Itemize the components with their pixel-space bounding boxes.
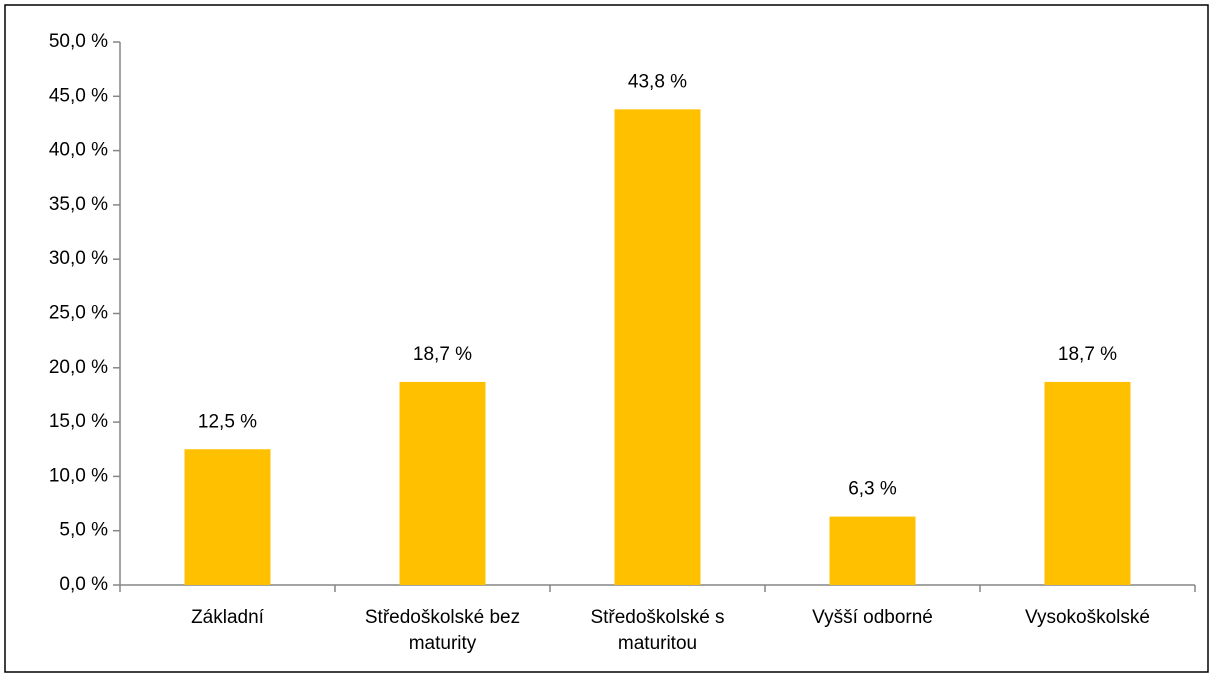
frame (4, 4, 1209, 673)
y-tick-label: 0,0 % (59, 574, 108, 595)
x-tick-label: Středoškolské s maturitou (590, 607, 725, 654)
value-label: 43,8 % (628, 71, 687, 92)
bar (184, 449, 271, 585)
value-label: 6,3 % (848, 479, 897, 500)
y-tick-label: 10,0 % (49, 465, 108, 486)
x-tick-label: Středoškolské bez maturity (364, 607, 521, 654)
y-tick-label: 50,0 % (49, 31, 108, 52)
bar (399, 381, 486, 585)
y-tick-label: 20,0 % (49, 357, 108, 378)
bar (614, 109, 701, 585)
bar (1044, 381, 1131, 585)
x-tick-label: Základní (191, 607, 264, 628)
value-label: 12,5 % (198, 411, 257, 432)
value-label: 18,7 % (413, 344, 472, 365)
y-tick-label: 15,0 % (49, 411, 108, 432)
x-tick-label: Vysokoškolské (1025, 607, 1150, 628)
y-tick-label: 25,0 % (49, 303, 108, 324)
bar (829, 516, 916, 585)
y-tick-label: 5,0 % (59, 520, 108, 541)
y-tick-label: 40,0 % (49, 140, 108, 161)
y-tick-label: 45,0 % (49, 85, 108, 106)
y-tick-label: 35,0 % (49, 194, 108, 215)
y-tick-label: 30,0 % (49, 248, 108, 269)
value-label: 18,7 % (1058, 344, 1117, 365)
x-tick-label: Vyšší odborné (812, 607, 933, 628)
